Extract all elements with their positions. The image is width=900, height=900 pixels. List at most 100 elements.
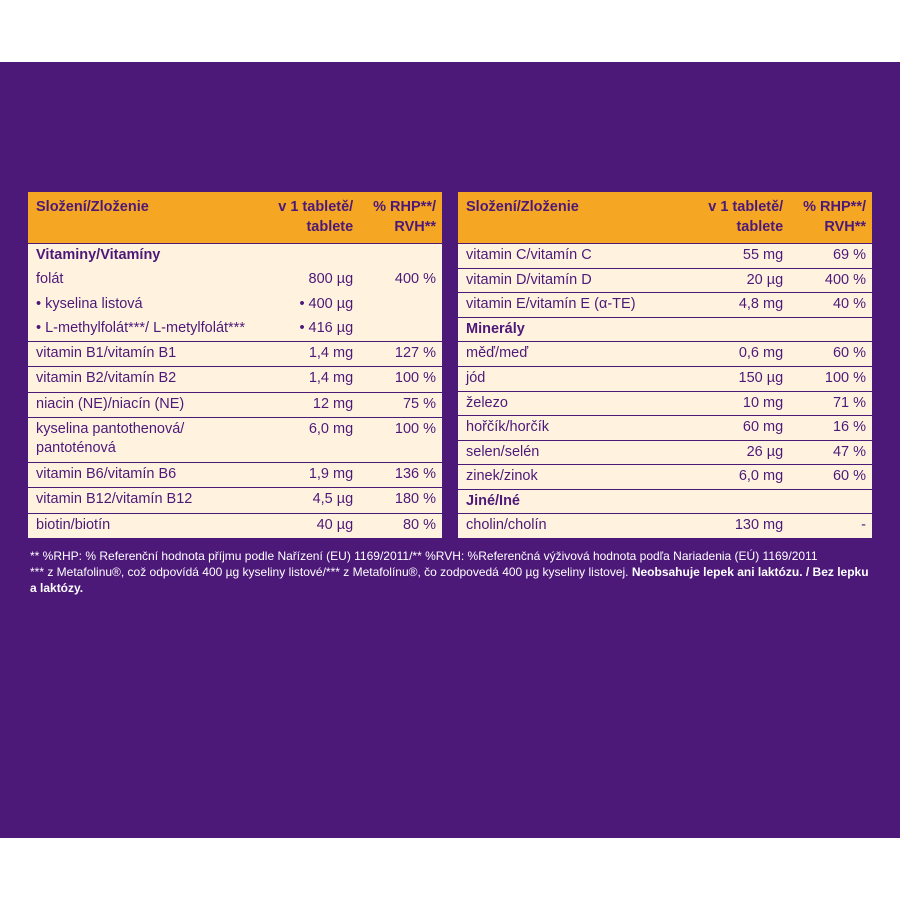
cell-amount: 1,4 mg bbox=[268, 367, 359, 392]
cell-amount: 1,4 mg bbox=[268, 342, 359, 367]
cell-amount: • 400 µg bbox=[268, 293, 359, 317]
table-row: selen/selén26 µg47 % bbox=[458, 440, 872, 465]
nutrition-table-left: Složení/Zloženie v 1 tabletě/ tablete % … bbox=[28, 192, 442, 538]
table-row: Minerály bbox=[458, 317, 872, 342]
table-row: hořčík/horčík60 mg16 % bbox=[458, 416, 872, 441]
cell-name: vitamin E/vitamín E (α-TE) bbox=[458, 293, 698, 318]
table-row: vitamin D/vitamín D20 µg400 % bbox=[458, 268, 872, 293]
table-row: folát800 µg400 % bbox=[28, 268, 442, 292]
table-row: cholin/cholín130 mg- bbox=[458, 514, 872, 538]
cell-name: Jiné/Iné bbox=[458, 489, 698, 514]
th-pct: % RHP**/ RVH** bbox=[789, 192, 872, 244]
cell-amount: 40 µg bbox=[268, 513, 359, 538]
table-row: • kyselina listová• 400 µg bbox=[28, 293, 442, 317]
cell-name: kyselina pantothenová/ pantoténová bbox=[28, 417, 268, 462]
cell-pct bbox=[789, 489, 872, 514]
cell-amount bbox=[698, 489, 789, 514]
cell-amount: 20 µg bbox=[698, 268, 789, 293]
cell-pct: 40 % bbox=[789, 293, 872, 318]
cell-pct: - bbox=[789, 514, 872, 538]
cell-pct: 400 % bbox=[789, 268, 872, 293]
table-row: Jiné/Iné bbox=[458, 489, 872, 514]
left-tbody: Vitaminy/Vitamínyfolát800 µg400 %• kysel… bbox=[28, 244, 442, 538]
table-row: vitamin B2/vitamín B21,4 mg100 % bbox=[28, 367, 442, 392]
cell-amount: 1,9 mg bbox=[268, 463, 359, 488]
th-amount: v 1 tabletě/ tablete bbox=[698, 192, 789, 244]
nutrition-panel: Složení/Zloženie v 1 tabletě/ tablete % … bbox=[0, 62, 900, 838]
cell-amount: 4,5 µg bbox=[268, 488, 359, 513]
cell-amount: 130 mg bbox=[698, 514, 789, 538]
cell-amount: 6,0 mg bbox=[698, 465, 789, 490]
th-name: Složení/Zloženie bbox=[458, 192, 698, 244]
cell-amount: 10 mg bbox=[698, 391, 789, 416]
cell-amount: 0,6 mg bbox=[698, 342, 789, 367]
cell-pct: 100 % bbox=[359, 367, 442, 392]
table-row: zinek/zinok6,0 mg60 % bbox=[458, 465, 872, 490]
cell-pct bbox=[789, 317, 872, 342]
cell-pct bbox=[359, 293, 442, 317]
cell-amount: 800 µg bbox=[268, 268, 359, 292]
table-row: vitamin B12/vitamín B124,5 µg180 % bbox=[28, 488, 442, 513]
cell-name: • L-methylfolát***/ L-metylfolát*** bbox=[28, 317, 268, 342]
cell-pct: 100 % bbox=[789, 366, 872, 391]
cell-amount: 6,0 mg bbox=[268, 417, 359, 462]
cell-name: cholin/cholín bbox=[458, 514, 698, 538]
footnote-line-2a: *** z Metafolinu®, což odpovídá 400 µg k… bbox=[30, 565, 632, 579]
cell-amount: 60 mg bbox=[698, 416, 789, 441]
cell-name: měď/meď bbox=[458, 342, 698, 367]
cell-name: vitamin C/vitamín C bbox=[458, 244, 698, 269]
cell-pct: 47 % bbox=[789, 440, 872, 465]
cell-name: vitamin B1/vitamín B1 bbox=[28, 342, 268, 367]
cell-pct bbox=[359, 244, 442, 269]
cell-name: vitamin B2/vitamín B2 bbox=[28, 367, 268, 392]
cell-name: vitamin D/vitamín D bbox=[458, 268, 698, 293]
table-row: niacin (NE)/niacín (NE)12 mg75 % bbox=[28, 392, 442, 417]
cell-pct: 60 % bbox=[789, 342, 872, 367]
cell-amount: • 416 µg bbox=[268, 317, 359, 342]
table-row: vitamin B1/vitamín B11,4 mg127 % bbox=[28, 342, 442, 367]
cell-name: Vitaminy/Vitamíny bbox=[28, 244, 268, 269]
cell-amount: 26 µg bbox=[698, 440, 789, 465]
table-row: vitamin E/vitamín E (α-TE)4,8 mg40 % bbox=[458, 293, 872, 318]
table-row: jód150 µg100 % bbox=[458, 366, 872, 391]
cell-amount bbox=[268, 244, 359, 269]
th-pct: % RHP**/ RVH** bbox=[359, 192, 442, 244]
tables-container: Složení/Zloženie v 1 tabletě/ tablete % … bbox=[28, 192, 872, 538]
cell-pct bbox=[359, 317, 442, 342]
cell-name: železo bbox=[458, 391, 698, 416]
cell-amount bbox=[698, 317, 789, 342]
cell-pct: 71 % bbox=[789, 391, 872, 416]
cell-name: Minerály bbox=[458, 317, 698, 342]
cell-pct: 60 % bbox=[789, 465, 872, 490]
th-name: Složení/Zloženie bbox=[28, 192, 268, 244]
cell-pct: 80 % bbox=[359, 513, 442, 538]
cell-name: selen/selén bbox=[458, 440, 698, 465]
table-row: vitamin B6/vitamín B61,9 mg136 % bbox=[28, 463, 442, 488]
footnote-line-1: ** %RHP: % Referenční hodnota příjmu pod… bbox=[30, 548, 870, 564]
cell-name: jód bbox=[458, 366, 698, 391]
cell-pct: 16 % bbox=[789, 416, 872, 441]
table-row: vitamin C/vitamín C55 mg69 % bbox=[458, 244, 872, 269]
table-row: železo10 mg71 % bbox=[458, 391, 872, 416]
cell-amount: 4,8 mg bbox=[698, 293, 789, 318]
cell-name: niacin (NE)/niacín (NE) bbox=[28, 392, 268, 417]
cell-pct: 127 % bbox=[359, 342, 442, 367]
footnotes: ** %RHP: % Referenční hodnota příjmu pod… bbox=[28, 544, 872, 597]
cell-amount: 150 µg bbox=[698, 366, 789, 391]
cell-name: hořčík/horčík bbox=[458, 416, 698, 441]
table-row: měď/meď0,6 mg60 % bbox=[458, 342, 872, 367]
table-row: Vitaminy/Vitamíny bbox=[28, 244, 442, 269]
table-row: • L-methylfolát***/ L-metylfolát***• 416… bbox=[28, 317, 442, 342]
cell-name: biotin/biotín bbox=[28, 513, 268, 538]
nutrition-table-right: Složení/Zloženie v 1 tabletě/ tablete % … bbox=[458, 192, 872, 538]
cell-amount: 12 mg bbox=[268, 392, 359, 417]
cell-pct: 75 % bbox=[359, 392, 442, 417]
cell-pct: 180 % bbox=[359, 488, 442, 513]
cell-name: zinek/zinok bbox=[458, 465, 698, 490]
cell-name: vitamin B6/vitamín B6 bbox=[28, 463, 268, 488]
table-row: kyselina pantothenová/ pantoténová6,0 mg… bbox=[28, 417, 442, 462]
th-amount: v 1 tabletě/ tablete bbox=[268, 192, 359, 244]
cell-name: folát bbox=[28, 268, 268, 292]
cell-pct: 400 % bbox=[359, 268, 442, 292]
cell-name: • kyselina listová bbox=[28, 293, 268, 317]
